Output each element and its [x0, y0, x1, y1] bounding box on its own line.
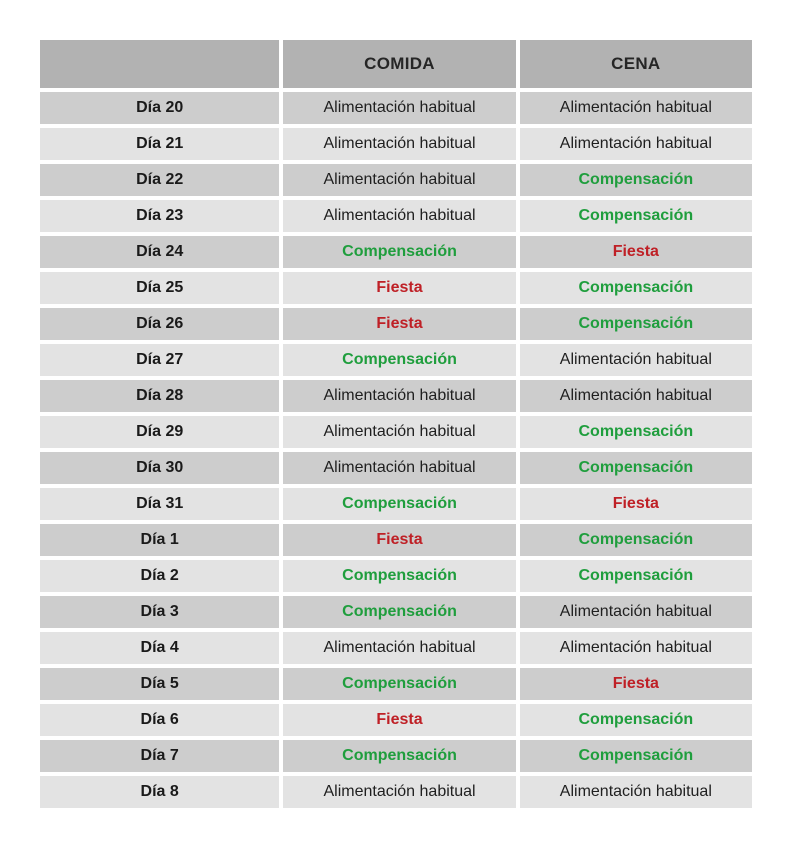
- cena-cell: Compensación: [519, 524, 752, 556]
- comida-cell: Fiesta: [283, 272, 516, 304]
- day-cell: Día 8: [40, 776, 280, 808]
- table-row: Día 3 Compensación Alimentación habitual: [40, 596, 752, 628]
- day-cell: Día 3: [40, 596, 280, 628]
- table-row: Día 22 Alimentación habitual Compensació…: [40, 164, 752, 196]
- comida-cell: Alimentación habitual: [283, 92, 516, 124]
- day-cell: Día 24: [40, 236, 280, 268]
- day-cell: Día 31: [40, 488, 280, 520]
- table-row: Día 7 Compensación Compensación: [40, 740, 752, 772]
- comida-cell: Alimentación habitual: [283, 632, 516, 664]
- cena-cell: Fiesta: [519, 236, 752, 268]
- comida-cell: Alimentación habitual: [283, 164, 516, 196]
- day-cell: Día 7: [40, 740, 280, 772]
- day-cell: Día 2: [40, 560, 280, 592]
- header-day-empty: [40, 40, 280, 88]
- table-row: Día 26 Fiesta Compensación: [40, 308, 752, 340]
- comida-cell: Fiesta: [283, 308, 516, 340]
- comida-cell: Compensación: [283, 596, 516, 628]
- table-row: Día 20 Alimentación habitual Alimentació…: [40, 92, 752, 124]
- cena-cell: Alimentación habitual: [519, 128, 752, 160]
- comida-cell: Compensación: [283, 740, 516, 772]
- comida-cell: Fiesta: [283, 524, 516, 556]
- cena-cell: Compensación: [519, 272, 752, 304]
- cena-cell: Compensación: [519, 164, 752, 196]
- table-row: Día 6 Fiesta Compensación: [40, 704, 752, 736]
- header-cena: CENA: [519, 40, 752, 88]
- day-cell: Día 6: [40, 704, 280, 736]
- table-row: Día 24 Compensación Fiesta: [40, 236, 752, 268]
- comida-cell: Alimentación habitual: [283, 416, 516, 448]
- day-cell: Día 23: [40, 200, 280, 232]
- comida-cell: Compensación: [283, 236, 516, 268]
- comida-cell: Alimentación habitual: [283, 380, 516, 412]
- table-row: Día 4 Alimentación habitual Alimentación…: [40, 632, 752, 664]
- cena-cell: Compensación: [519, 740, 752, 772]
- comida-cell: Compensación: [283, 560, 516, 592]
- table-row: Día 8 Alimentación habitual Alimentación…: [40, 776, 752, 808]
- day-cell: Día 27: [40, 344, 280, 376]
- day-cell: Día 4: [40, 632, 280, 664]
- cena-cell: Fiesta: [519, 668, 752, 700]
- comida-cell: Compensación: [283, 668, 516, 700]
- cena-cell: Compensación: [519, 200, 752, 232]
- table-row: Día 23 Alimentación habitual Compensació…: [40, 200, 752, 232]
- cena-cell: Compensación: [519, 452, 752, 484]
- day-cell: Día 22: [40, 164, 280, 196]
- day-cell: Día 1: [40, 524, 280, 556]
- cena-cell: Compensación: [519, 308, 752, 340]
- comida-cell: Alimentación habitual: [283, 452, 516, 484]
- table-header: COMIDA CENA: [40, 40, 752, 88]
- day-cell: Día 21: [40, 128, 280, 160]
- comida-cell: Fiesta: [283, 704, 516, 736]
- cena-cell: Compensación: [519, 416, 752, 448]
- cena-cell: Fiesta: [519, 488, 752, 520]
- header-row: COMIDA CENA: [40, 40, 752, 88]
- table-row: Día 21 Alimentación habitual Alimentació…: [40, 128, 752, 160]
- comida-cell: Compensación: [283, 344, 516, 376]
- table-row: Día 31 Compensación Fiesta: [40, 488, 752, 520]
- table-row: Día 27 Compensación Alimentación habitua…: [40, 344, 752, 376]
- comida-cell: Alimentación habitual: [283, 128, 516, 160]
- cena-cell: Alimentación habitual: [519, 344, 752, 376]
- cena-cell: Alimentación habitual: [519, 776, 752, 808]
- day-cell: Día 26: [40, 308, 280, 340]
- day-cell: Día 28: [40, 380, 280, 412]
- table-row: Día 25 Fiesta Compensación: [40, 272, 752, 304]
- comida-cell: Alimentación habitual: [283, 776, 516, 808]
- cena-cell: Alimentación habitual: [519, 380, 752, 412]
- table-body: Día 20 Alimentación habitual Alimentació…: [40, 92, 752, 808]
- cena-cell: Alimentación habitual: [519, 596, 752, 628]
- day-cell: Día 30: [40, 452, 280, 484]
- table-row: Día 28 Alimentación habitual Alimentació…: [40, 380, 752, 412]
- cena-cell: Alimentación habitual: [519, 632, 752, 664]
- table-row: Día 5 Compensación Fiesta: [40, 668, 752, 700]
- day-cell: Día 29: [40, 416, 280, 448]
- comida-cell: Compensación: [283, 488, 516, 520]
- day-cell: Día 5: [40, 668, 280, 700]
- header-comida: COMIDA: [283, 40, 516, 88]
- table-row: Día 30 Alimentación habitual Compensació…: [40, 452, 752, 484]
- cena-cell: Alimentación habitual: [519, 92, 752, 124]
- table-row: Día 2 Compensación Compensación: [40, 560, 752, 592]
- cena-cell: Compensación: [519, 704, 752, 736]
- meal-plan-table: COMIDA CENA Día 20 Alimentación habitual…: [36, 36, 756, 812]
- day-cell: Día 25: [40, 272, 280, 304]
- table-row: Día 29 Alimentación habitual Compensació…: [40, 416, 752, 448]
- day-cell: Día 20: [40, 92, 280, 124]
- comida-cell: Alimentación habitual: [283, 200, 516, 232]
- table-row: Día 1 Fiesta Compensación: [40, 524, 752, 556]
- cena-cell: Compensación: [519, 560, 752, 592]
